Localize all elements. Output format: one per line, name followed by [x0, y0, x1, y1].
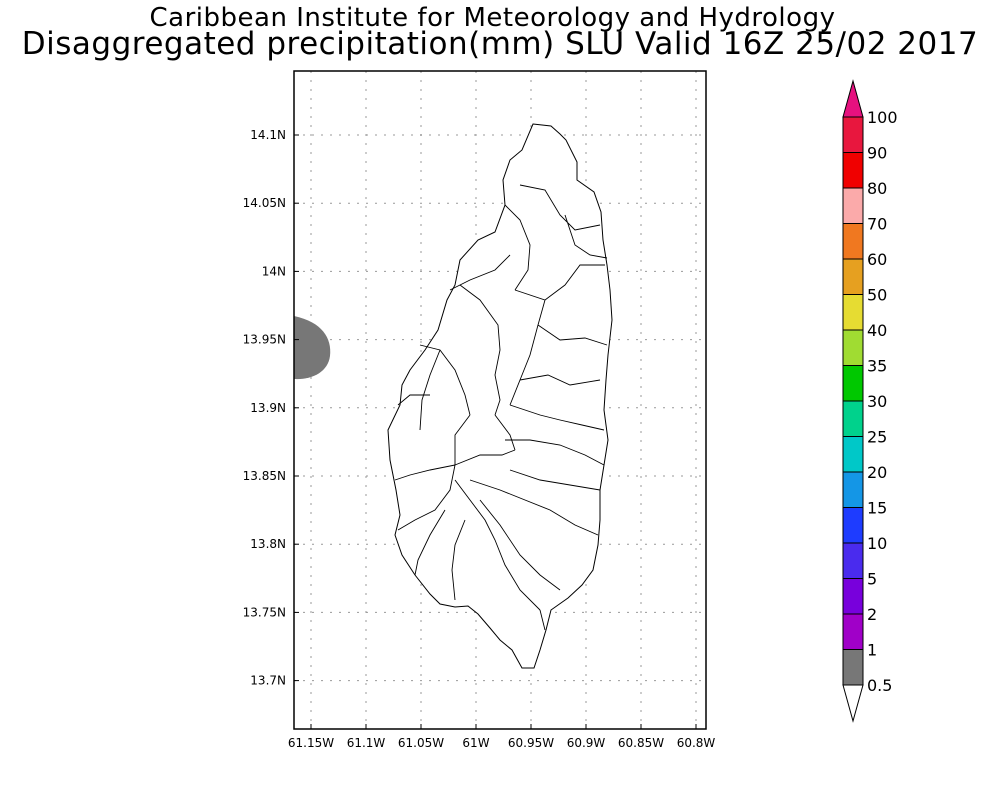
colorbar-label: 80 — [867, 179, 887, 198]
map-frame — [293, 70, 707, 730]
lat-tick-label: 13.95N — [243, 333, 286, 347]
lon-tick-label: 61.1W — [347, 736, 386, 750]
colorbar-label: 0.5 — [867, 676, 892, 695]
lat-tick-label: 13.7N — [250, 674, 286, 688]
colorbar-segment — [842, 258, 864, 295]
colorbar-segment — [842, 542, 864, 579]
colorbar-bottom-triangle — [842, 684, 864, 723]
precipitation-area — [294, 316, 331, 380]
colorbar-segment — [842, 649, 864, 686]
island-map — [387, 123, 613, 669]
colorbar-label: 35 — [867, 357, 887, 376]
colorbar-label: 30 — [867, 392, 887, 411]
colorbar-segment — [842, 187, 864, 224]
colorbar-label: 2 — [867, 605, 877, 624]
colorbar-label: 100 — [867, 108, 898, 127]
lat-tick-label: 14N — [262, 264, 286, 278]
colorbar-label: 1 — [867, 641, 877, 660]
colorbar-label: 40 — [867, 321, 887, 340]
colorbar-segment — [842, 329, 864, 366]
lon-tick-label: 61.05W — [398, 736, 444, 750]
chart-subtitle: Disaggregated precipitation(mm) SLU Vali… — [21, 26, 979, 62]
colorbar-segment — [842, 436, 864, 473]
colorbar-segment — [842, 294, 864, 331]
lon-tick-label: 61.15W — [288, 736, 334, 750]
colorbar-label: 50 — [867, 286, 887, 305]
colorbar-segment — [842, 578, 864, 615]
lon-tick-label: 60.8W — [677, 736, 716, 750]
colorbar-segment — [842, 613, 864, 650]
colorbar-label: 15 — [867, 499, 887, 518]
colorbar-segment — [842, 400, 864, 437]
colorbar-segment — [842, 152, 864, 189]
lat-tick-label: 13.75N — [243, 605, 286, 619]
lon-tick-label: 60.9W — [567, 736, 606, 750]
colorbar-label: 20 — [867, 463, 887, 482]
watershed-lines — [394, 184, 608, 631]
colorbar-label: 5 — [867, 570, 877, 589]
colorbar-segment — [842, 365, 864, 402]
lon-tick-label: 61W — [462, 736, 489, 750]
colorbar-label: 90 — [867, 144, 887, 163]
lat-tick-label: 13.85N — [243, 469, 286, 483]
latitude-axis: 14.1N 14.05N 14N 13.95N 13.9N 13.85N 13.8N 13.7… — [243, 128, 299, 688]
colorbar-label: 70 — [867, 215, 887, 234]
lat-tick-label: 13.9N — [250, 401, 286, 415]
lon-tick-label: 60.95W — [508, 736, 554, 750]
lon-tick-label: 60.85W — [618, 736, 664, 750]
colorbar-top-triangle — [842, 79, 864, 118]
colorbar-label: 10 — [867, 534, 887, 553]
colorbar-segment — [842, 116, 864, 153]
longitude-axis: 61.15W 61.1W 61.05W 61W 60.95W 60.9W 60.85W 60.… — [288, 724, 716, 750]
colorbar-segment — [842, 507, 864, 544]
colorbar-legend: 100 90 80 70 60 50 40 35 30 25 20 15 10 5 2 1 0.5 — [842, 79, 898, 723]
island-outline — [387, 123, 613, 669]
lat-tick-label: 13.8N — [250, 537, 286, 551]
colorbar-segment — [842, 223, 864, 260]
lat-tick-label: 14.1N — [250, 128, 286, 142]
colorbar-label: 25 — [867, 428, 887, 447]
chart-title: Caribbean Institute for Meteorology and … — [149, 3, 836, 33]
colorbar-segment — [842, 471, 864, 508]
lat-tick-label: 14.05N — [243, 196, 286, 210]
colorbar-label: 60 — [867, 250, 887, 269]
